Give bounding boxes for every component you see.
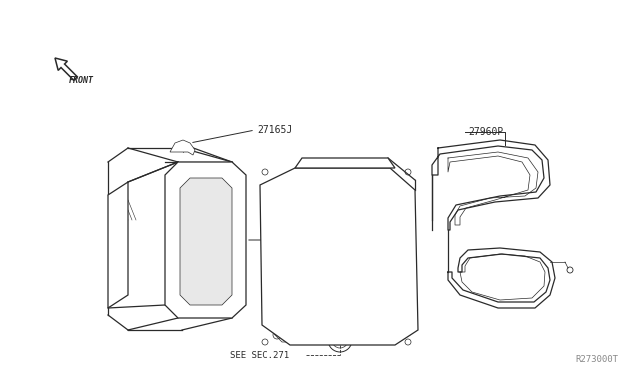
Text: 27950M: 27950M — [274, 235, 309, 245]
Text: SEE SEC.271: SEE SEC.271 — [230, 350, 289, 359]
Polygon shape — [108, 182, 128, 308]
Polygon shape — [180, 178, 232, 305]
Text: R273000T: R273000T — [575, 356, 618, 365]
Bar — [262, 203, 280, 215]
Bar — [262, 253, 280, 265]
Polygon shape — [170, 140, 195, 155]
Polygon shape — [295, 158, 395, 168]
Polygon shape — [165, 162, 246, 318]
Text: 27165J: 27165J — [257, 125, 292, 135]
Text: FRONT: FRONT — [69, 76, 94, 85]
Bar — [262, 228, 280, 240]
Text: 27960P: 27960P — [468, 127, 503, 137]
Polygon shape — [260, 168, 418, 345]
Polygon shape — [55, 58, 77, 80]
